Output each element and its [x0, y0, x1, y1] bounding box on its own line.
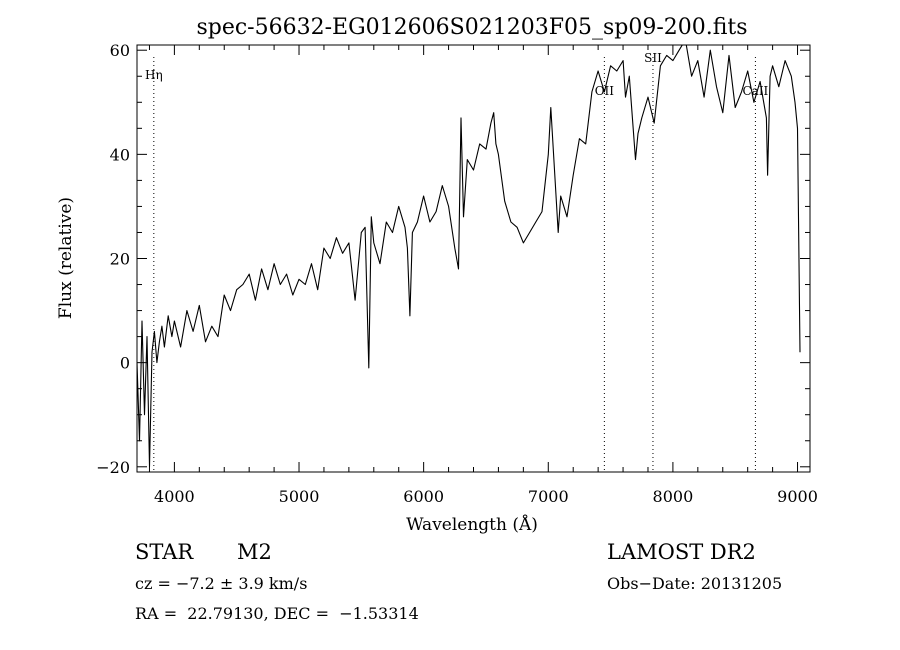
line-marker-label: Hη [145, 68, 163, 82]
y-axis-label: Flux (relative) [56, 197, 76, 319]
y-tick-label: 40 [110, 145, 130, 164]
x-axis-label: Wavelength (Å) [406, 514, 538, 535]
y-tick-label: 60 [110, 41, 130, 60]
x-tick-label: 7000 [528, 487, 569, 506]
x-tick-label: 4000 [154, 487, 195, 506]
redshift-cz: cz = −7.2 ± 3.9 km/s [135, 574, 308, 593]
y-tick-label: 20 [110, 250, 130, 269]
y-tick-label: 0 [120, 354, 130, 373]
y-tick-label: −20 [96, 458, 130, 477]
survey-name: LAMOST DR2 [607, 540, 756, 564]
x-axis: 4000 5000 6000 7000 8000 9000 [148, 45, 818, 506]
object-class: STAR [135, 540, 194, 564]
object-subclass: M2 [237, 540, 272, 564]
line-marker-label: SII [644, 51, 662, 65]
coordinates: RA = 22.79130, DEC = −1.53314 [135, 604, 419, 623]
x-tick-label: 5000 [279, 487, 320, 506]
x-tick-label: 6000 [403, 487, 444, 506]
x-tick-label: 8000 [653, 487, 694, 506]
obs-date: Obs−Date: 20131205 [607, 574, 783, 593]
x-tick-label: 9000 [777, 487, 818, 506]
y-axis: −20 0 20 40 60 [96, 41, 810, 477]
chart-title: spec-56632-EG012606S021203F05_sp09-200.f… [196, 15, 747, 40]
plot-frame [136, 44, 811, 473]
spectrum-line [137, 45, 801, 468]
